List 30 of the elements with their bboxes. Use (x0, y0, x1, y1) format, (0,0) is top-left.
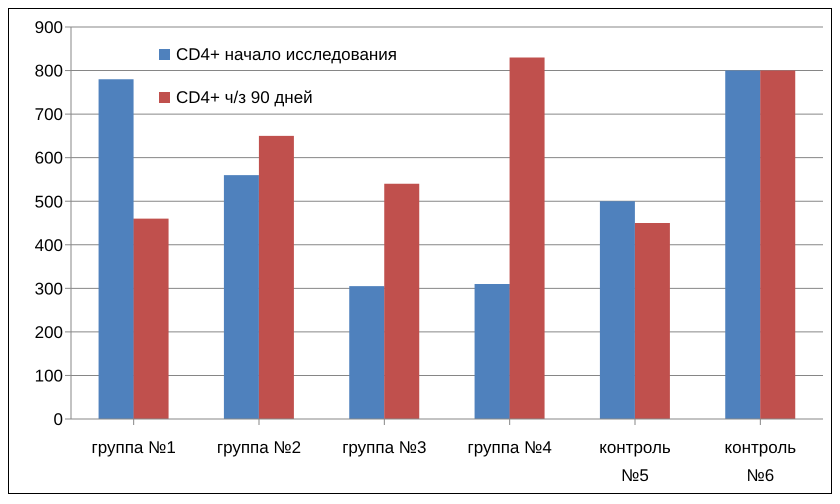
y-tick-label: 200 (34, 322, 63, 342)
legend-label: CD4+ начало исследования (176, 44, 397, 66)
bar (384, 184, 420, 419)
bar (760, 70, 796, 419)
bar (224, 175, 259, 419)
y-tick-label: 0 (54, 410, 63, 430)
x-tick-label: группа №3 (342, 438, 426, 457)
y-tick-label: 700 (34, 105, 63, 124)
x-tick-label: группа №4 (468, 438, 552, 457)
x-tick-label: контроль №5 (599, 438, 671, 485)
bar (634, 223, 670, 419)
bar (725, 70, 760, 419)
y-tick-label: 900 (34, 18, 63, 38)
x-tick-label: группа №1 (92, 438, 176, 457)
y-tick-label: 800 (34, 62, 63, 81)
y-tick-label: 400 (34, 236, 63, 255)
y-tick-label: 100 (34, 366, 63, 386)
legend-label: CD4+ ч/з 90 дней (176, 87, 313, 109)
bar (349, 286, 384, 419)
bar (600, 201, 635, 419)
bar (134, 218, 169, 419)
bar (510, 57, 545, 419)
y-tick-label: 500 (34, 192, 63, 212)
x-tick-label: группа №2 (216, 438, 302, 457)
x-tick-label: контроль №6 (724, 438, 796, 485)
bar (98, 79, 134, 419)
y-tick-label: 600 (34, 148, 63, 168)
bar (258, 136, 294, 419)
bar (474, 284, 510, 419)
y-tick-label: 300 (34, 279, 63, 298)
